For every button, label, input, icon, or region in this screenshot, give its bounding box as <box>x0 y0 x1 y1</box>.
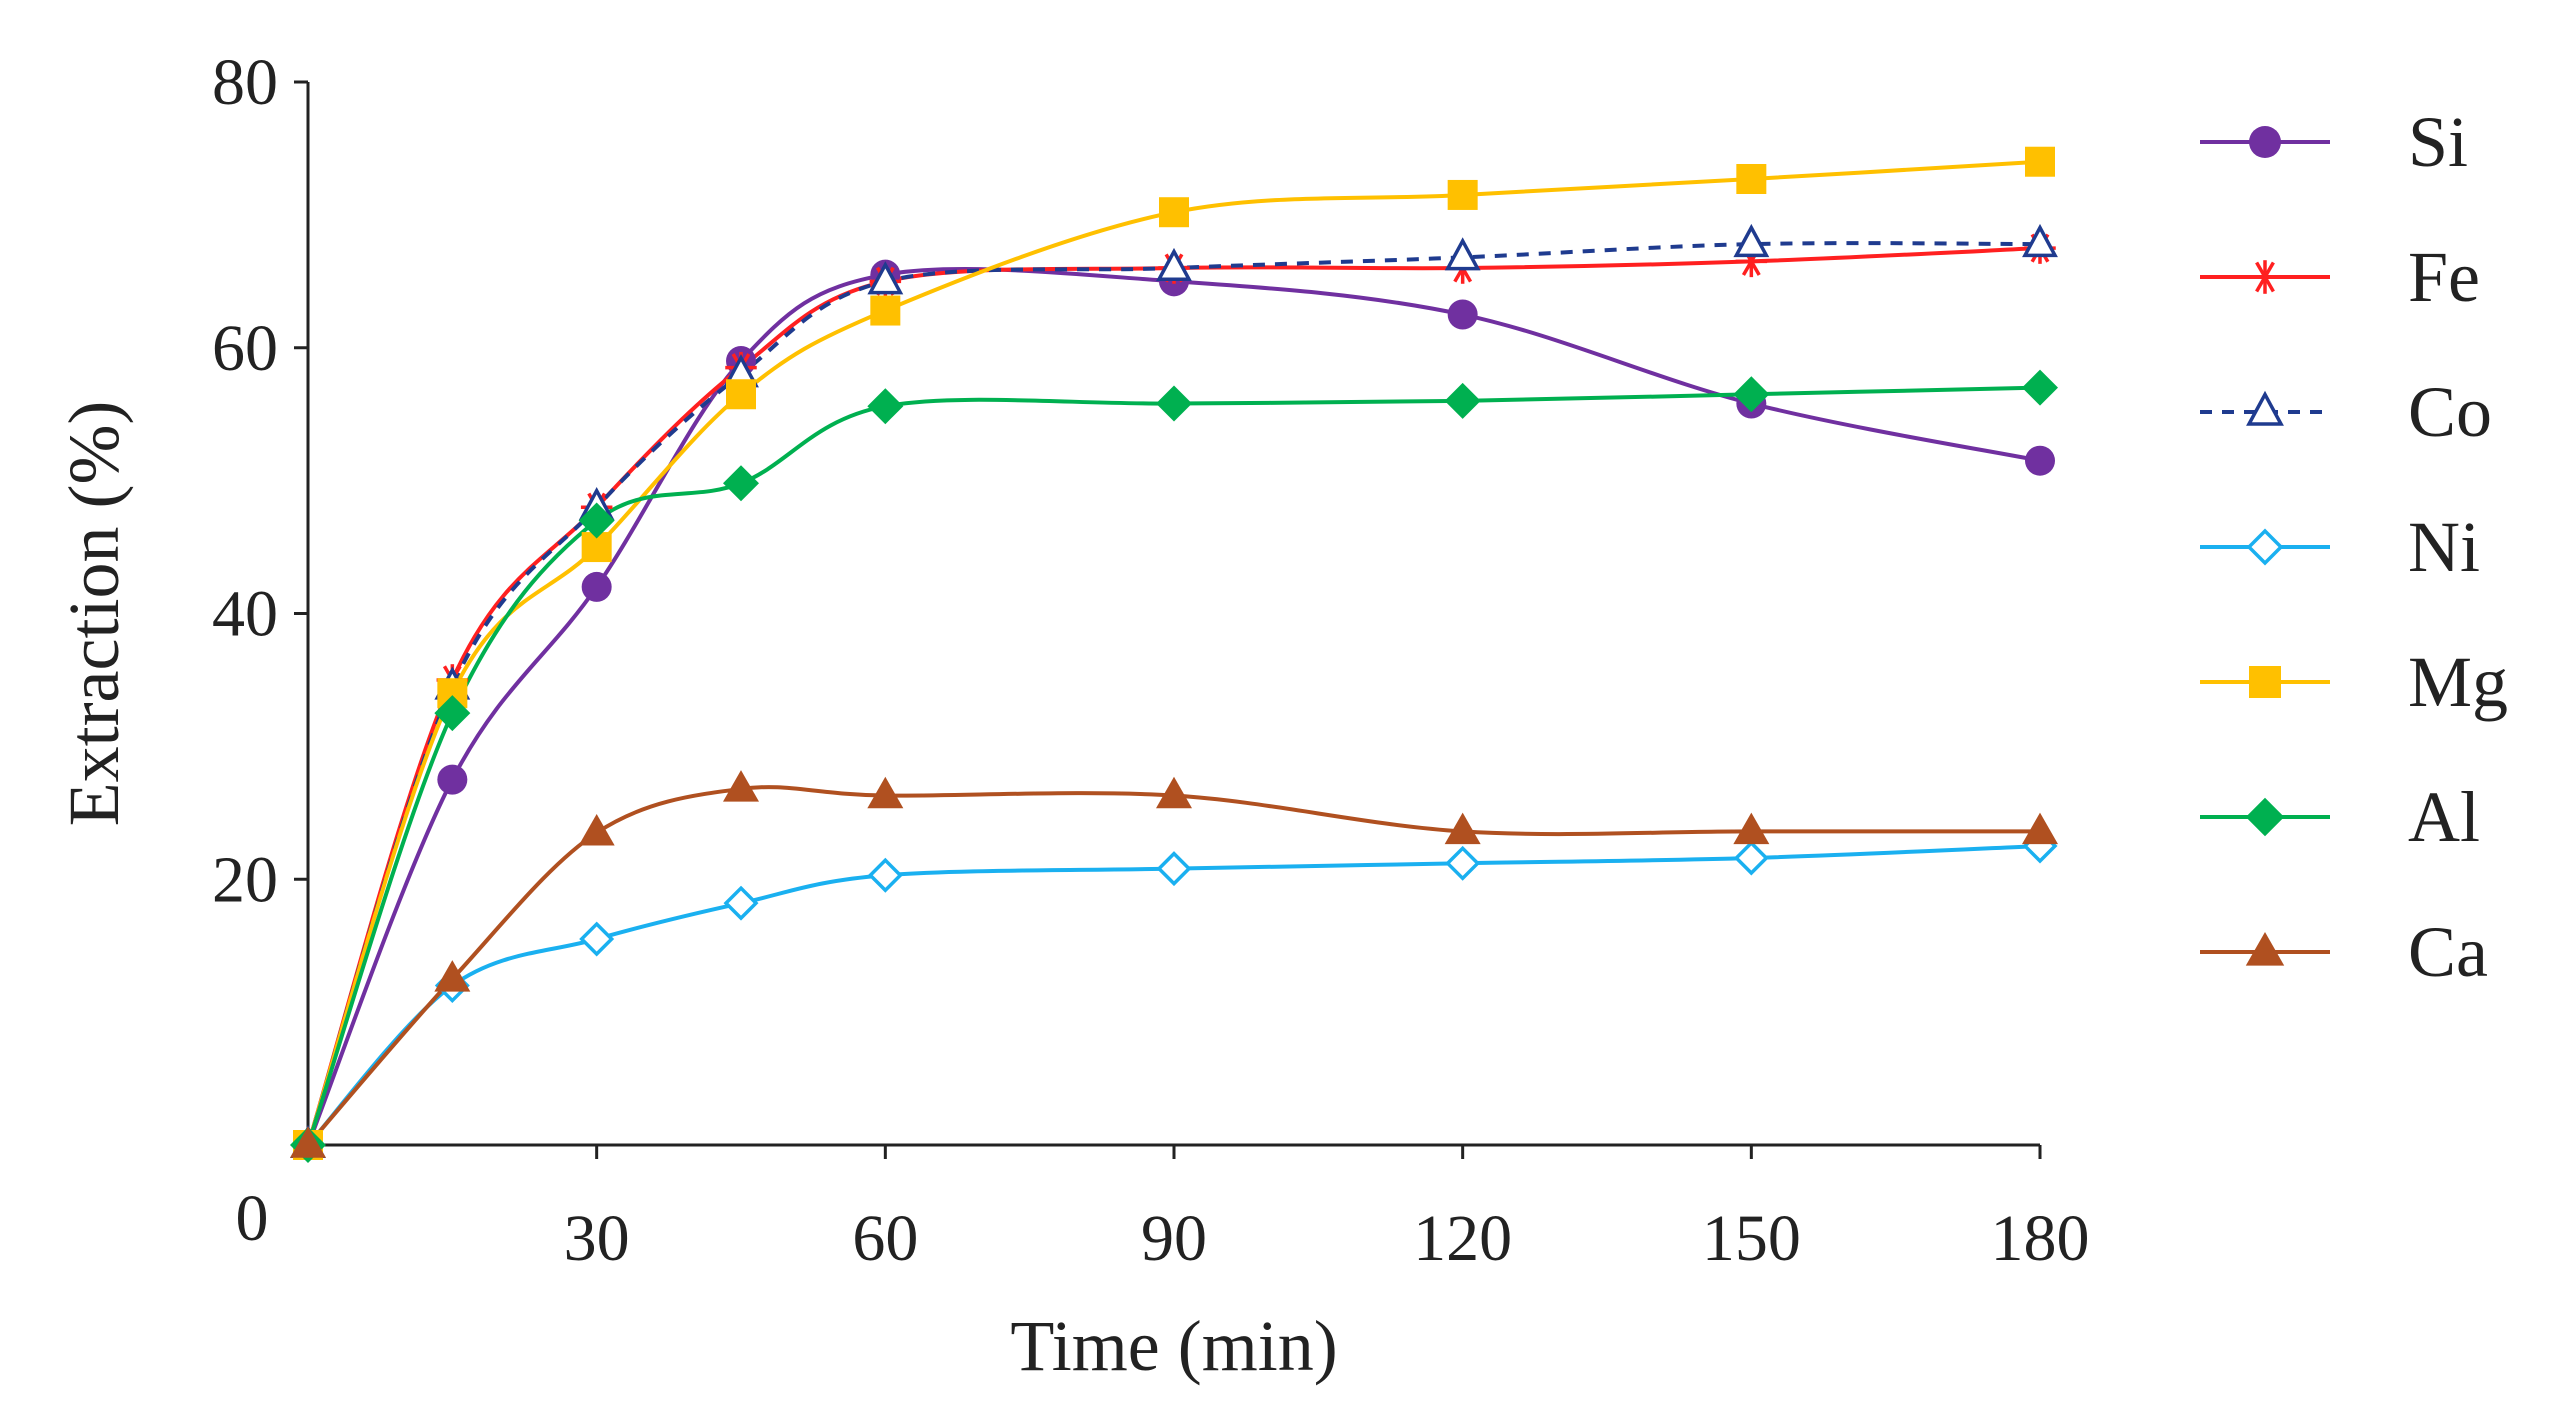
legend-marker-ca <box>2245 932 2285 966</box>
series-line-co <box>306 241 2041 1146</box>
legend-item-co: Co <box>2200 372 2492 452</box>
legend: Si Fe Co Ni Mg Al Ca <box>2200 102 2508 992</box>
data-point-co <box>2022 223 2058 258</box>
series-line-al <box>306 385 2041 1146</box>
y-tick-label: 80 <box>212 46 278 119</box>
x-tick-label: 60 <box>852 1202 918 1275</box>
legend-marker-co <box>2246 390 2284 426</box>
data-point-ca <box>578 813 615 846</box>
data-point-ni <box>579 921 615 957</box>
legend-item-si: Si <box>2200 102 2468 182</box>
data-point-co <box>867 261 904 295</box>
data-point-mg <box>870 295 901 326</box>
data-point-al <box>867 388 904 425</box>
data-point-mg <box>1447 179 1478 210</box>
axes <box>306 82 2040 1147</box>
legend-label-co: Co <box>2408 372 2492 452</box>
data-point-ca <box>1444 812 1481 845</box>
data-point-ca <box>2022 812 2058 845</box>
legend-item-ca: Ca <box>2200 912 2488 992</box>
series-line-mg <box>306 159 2041 1146</box>
legend-item-al: Al <box>2200 777 2480 857</box>
data-point-co <box>1444 237 1481 271</box>
data-point-si <box>1447 299 1478 330</box>
x-tick-label: 150 <box>1702 1202 1801 1275</box>
data-point-mg <box>726 379 756 410</box>
data-point-si <box>2025 445 2055 476</box>
data-point-al <box>578 502 615 539</box>
data-point-ca <box>1733 812 1770 845</box>
data-point-al <box>2022 369 2058 406</box>
data-point-al <box>723 465 759 502</box>
x-tick-label: 120 <box>1413 1202 1512 1275</box>
data-point-si <box>437 764 468 795</box>
data-point-ca <box>867 776 904 809</box>
series-line-ni <box>306 844 2041 1147</box>
y-tick-label: 60 <box>212 312 278 385</box>
legend-label-al: Al <box>2408 777 2480 857</box>
x-tick-label: 30 <box>564 1202 630 1275</box>
legend-item-ni: Ni <box>2200 507 2480 587</box>
legend-marker-si <box>2249 126 2281 158</box>
legend-marker-fe <box>2248 260 2282 294</box>
data-point-ca <box>434 960 471 992</box>
data-point-mg <box>1159 197 1189 228</box>
data-point-mg <box>2025 146 2055 177</box>
data-point-ni <box>1156 851 1192 887</box>
legend-item-mg: Mg <box>2200 642 2508 722</box>
legend-label-fe: Fe <box>2408 237 2480 317</box>
marker-layer <box>290 146 2058 1163</box>
data-point-ni <box>867 857 903 893</box>
data-point-ni <box>1445 845 1481 881</box>
y-axis-title: Extraction (%) <box>54 401 134 827</box>
ticks: 30 60 90 120 150 180 20 40 60 80 <box>212 46 2090 1275</box>
data-point-al <box>1444 382 1481 419</box>
legend-item-fe: Fe <box>2200 237 2480 317</box>
data-point-ni <box>1733 840 1769 876</box>
data-point-al <box>1156 385 1192 422</box>
y-tick-label: 20 <box>212 843 278 916</box>
data-point-ca <box>290 1126 326 1158</box>
data-point-ca <box>723 770 759 802</box>
x-tick-label: 90 <box>1141 1202 1207 1275</box>
data-point-al <box>434 695 471 732</box>
legend-label-si: Si <box>2408 102 2468 182</box>
legend-marker-ni <box>2246 528 2284 566</box>
series-line-ca <box>306 785 2040 1147</box>
origin-tick-label: 0 <box>236 1182 269 1255</box>
legend-marker-al <box>2245 797 2285 837</box>
legend-label-mg: Mg <box>2408 642 2508 722</box>
legend-label-ni: Ni <box>2408 507 2480 587</box>
data-point-al <box>1733 376 1770 413</box>
y-tick-label: 40 <box>212 578 278 651</box>
legend-marker-mg <box>2249 666 2281 698</box>
data-point-mg <box>1736 163 1767 194</box>
data-point-ni <box>723 885 759 921</box>
x-tick-label: 180 <box>1991 1202 2090 1275</box>
series-line-fe <box>306 246 2041 1146</box>
legend-label-ca: Ca <box>2408 912 2488 992</box>
data-point-si <box>581 571 612 602</box>
series-layer <box>306 159 2041 1147</box>
data-point-co <box>1733 223 1770 258</box>
series-line-si <box>306 267 2041 1146</box>
data-point-ca <box>1156 776 1192 809</box>
data-point-co <box>1156 247 1192 282</box>
x-axis-title: Time (min) <box>1010 1306 1337 1386</box>
